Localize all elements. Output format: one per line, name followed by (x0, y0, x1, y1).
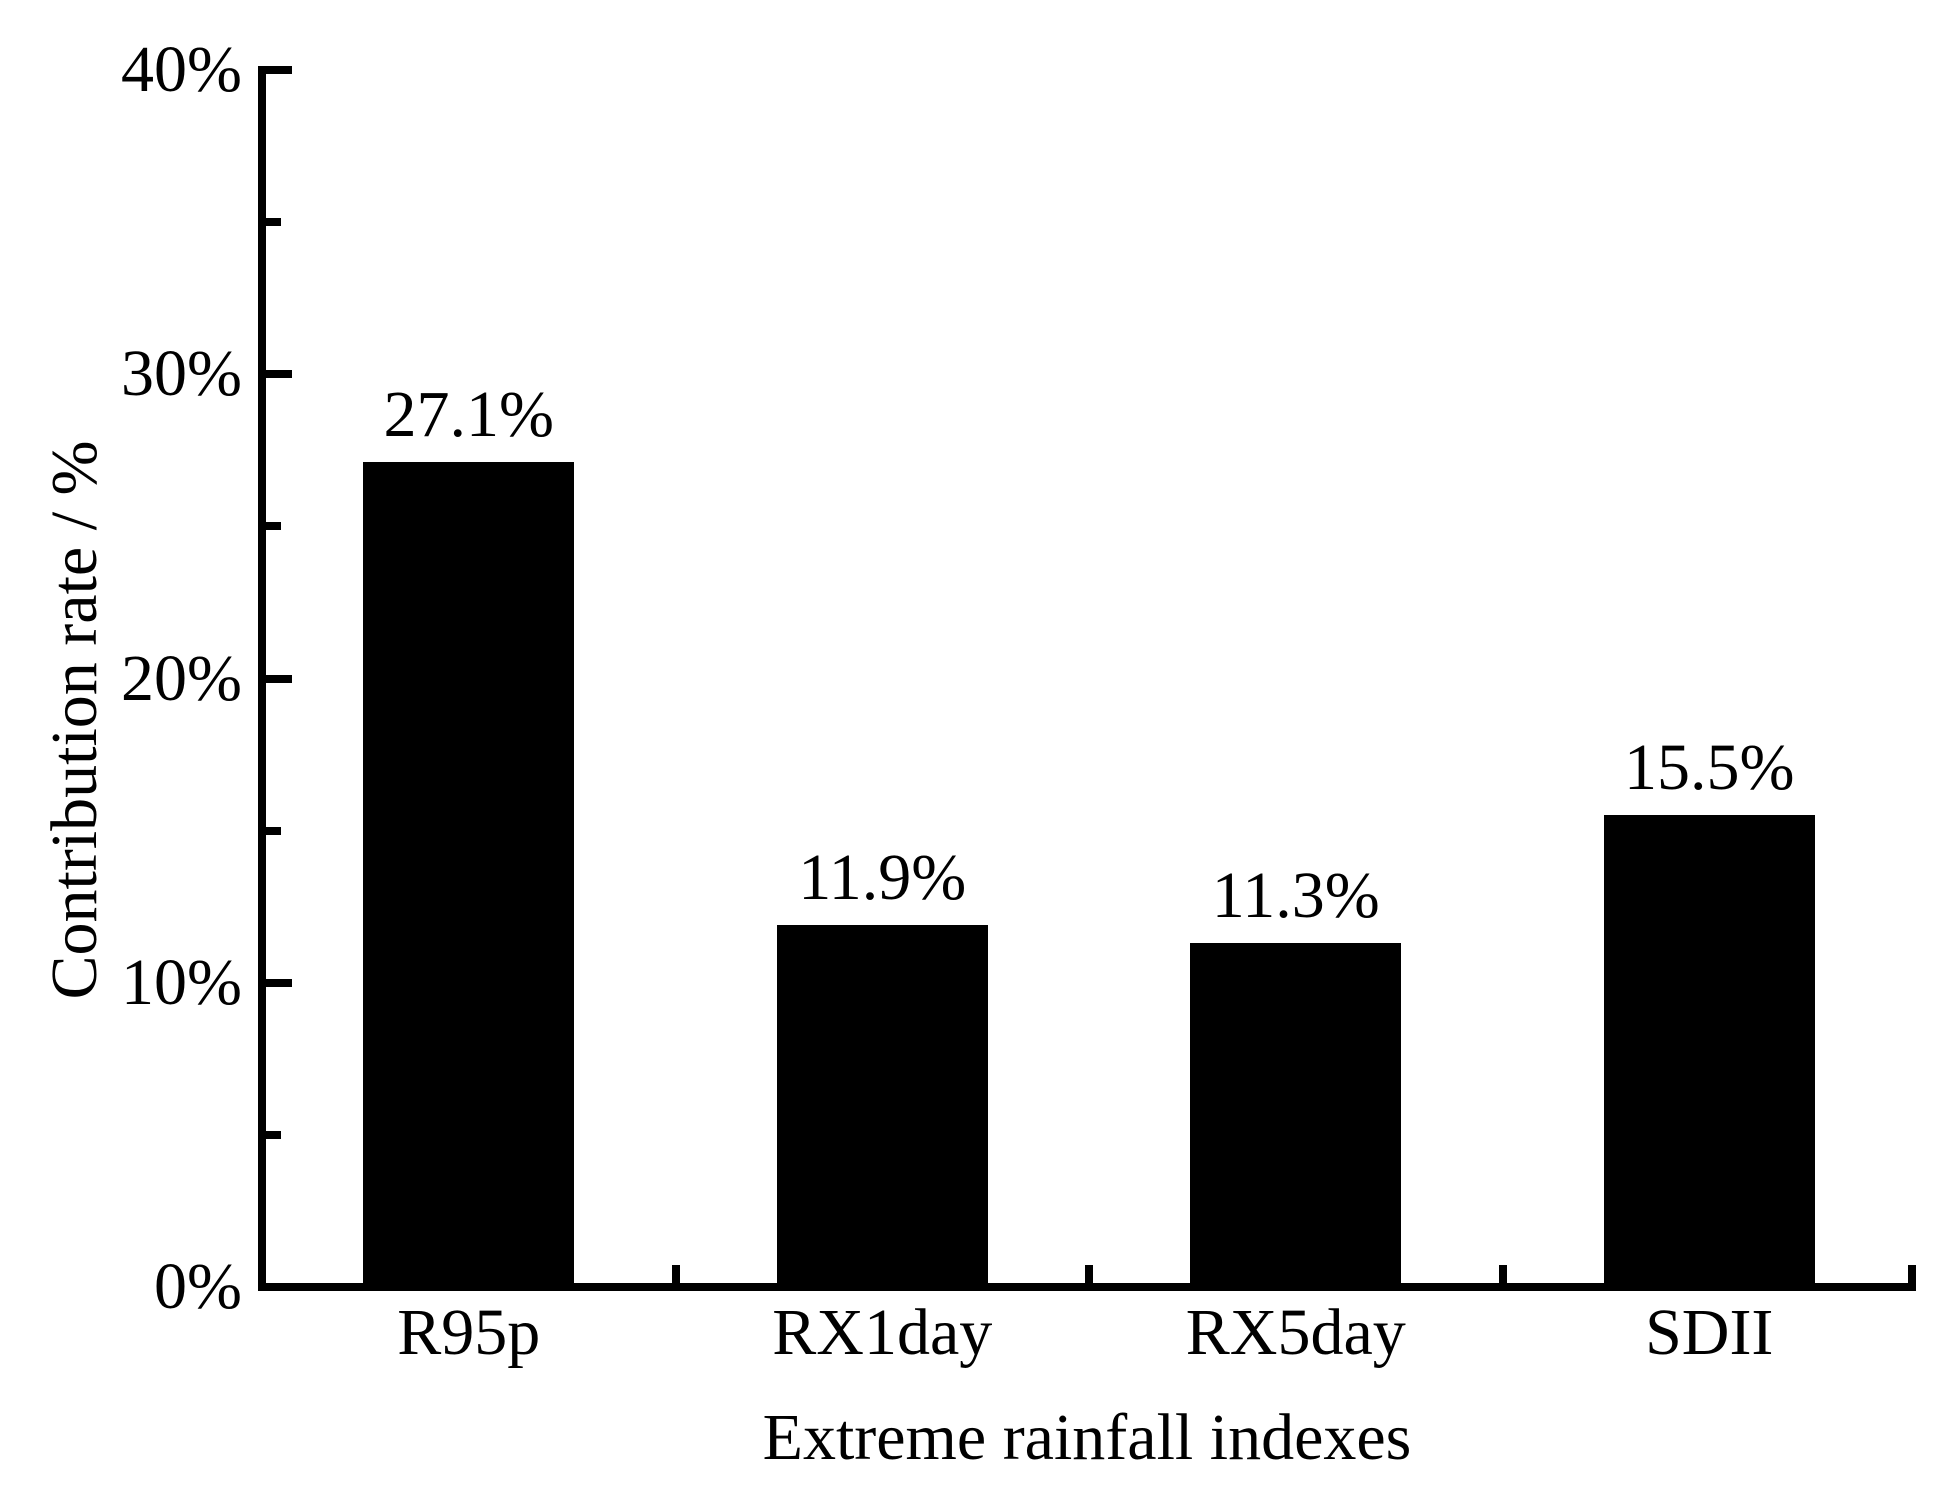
bar-value-label: 11.3% (1211, 859, 1380, 933)
y-axis-minor-tick (266, 218, 281, 227)
y-axis-major-tick (266, 66, 292, 74)
x-axis-tick (1498, 1265, 1507, 1283)
y-axis-major-tick (266, 370, 292, 379)
x-axis-line (258, 1283, 1916, 1291)
y-axis-major-tick (266, 674, 292, 683)
bar (1603, 815, 1815, 1287)
y-axis-line (258, 66, 266, 1291)
bar-value-label: 11.9% (798, 840, 967, 914)
x-axis-category-label: RX1day (772, 1296, 993, 1369)
x-axis-category-label: SDII (1645, 1296, 1774, 1369)
y-axis-tick-label: 10% (121, 945, 242, 1019)
bar (363, 462, 575, 1287)
x-axis-category-label: RX5day (1185, 1296, 1406, 1369)
y-axis-tick-label: 0% (154, 1250, 242, 1323)
y-axis-tick-label: 30% (121, 337, 242, 411)
y-axis-minor-tick (266, 522, 281, 531)
x-axis-tick (1908, 1265, 1916, 1283)
y-axis-title: Contribution rate / % (38, 440, 111, 1000)
y-axis-major-tick (266, 1283, 292, 1291)
bar (776, 924, 988, 1287)
y-axis-minor-tick (266, 1130, 281, 1139)
x-axis-tick (1085, 1265, 1093, 1283)
bar (1190, 943, 1402, 1287)
y-axis-tick-label: 40% (121, 33, 242, 106)
y-axis-minor-tick (266, 826, 281, 835)
bar-value-label: 27.1% (383, 378, 554, 452)
bar-value-label: 15.5% (1624, 731, 1795, 805)
x-axis-category-label: R95p (397, 1296, 541, 1369)
x-axis-tick (671, 1265, 680, 1283)
y-axis-major-tick (266, 978, 292, 987)
x-axis-title: Extreme rainfall indexes (762, 1401, 1412, 1474)
y-axis-tick-label: 20% (121, 641, 242, 715)
